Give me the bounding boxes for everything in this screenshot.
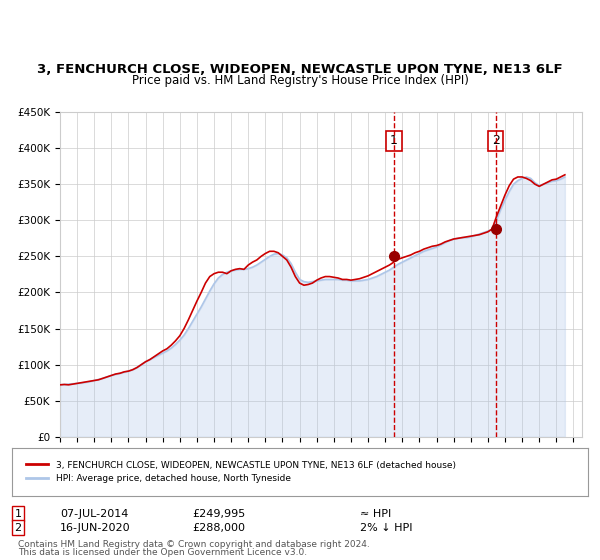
Text: 07-JUL-2014: 07-JUL-2014 — [60, 508, 128, 519]
Text: £288,000: £288,000 — [192, 522, 245, 533]
Text: 16-JUN-2020: 16-JUN-2020 — [60, 522, 131, 533]
Text: ≈ HPI: ≈ HPI — [360, 508, 391, 519]
Text: Price paid vs. HM Land Registry's House Price Index (HPI): Price paid vs. HM Land Registry's House … — [131, 74, 469, 87]
Text: This data is licensed under the Open Government Licence v3.0.: This data is licensed under the Open Gov… — [18, 548, 307, 557]
Text: 3, FENCHURCH CLOSE, WIDEOPEN, NEWCASTLE UPON TYNE, NE13 6LF: 3, FENCHURCH CLOSE, WIDEOPEN, NEWCASTLE … — [37, 63, 563, 76]
Text: 1: 1 — [14, 508, 22, 519]
Text: 1: 1 — [390, 134, 398, 147]
Legend: 3, FENCHURCH CLOSE, WIDEOPEN, NEWCASTLE UPON TYNE, NE13 6LF (detached house), HP: 3, FENCHURCH CLOSE, WIDEOPEN, NEWCASTLE … — [22, 457, 459, 487]
Text: 2% ↓ HPI: 2% ↓ HPI — [360, 522, 413, 533]
Text: £249,995: £249,995 — [192, 508, 245, 519]
Text: 2: 2 — [14, 522, 22, 533]
Text: 2: 2 — [491, 134, 500, 147]
Text: Contains HM Land Registry data © Crown copyright and database right 2024.: Contains HM Land Registry data © Crown c… — [18, 540, 370, 549]
